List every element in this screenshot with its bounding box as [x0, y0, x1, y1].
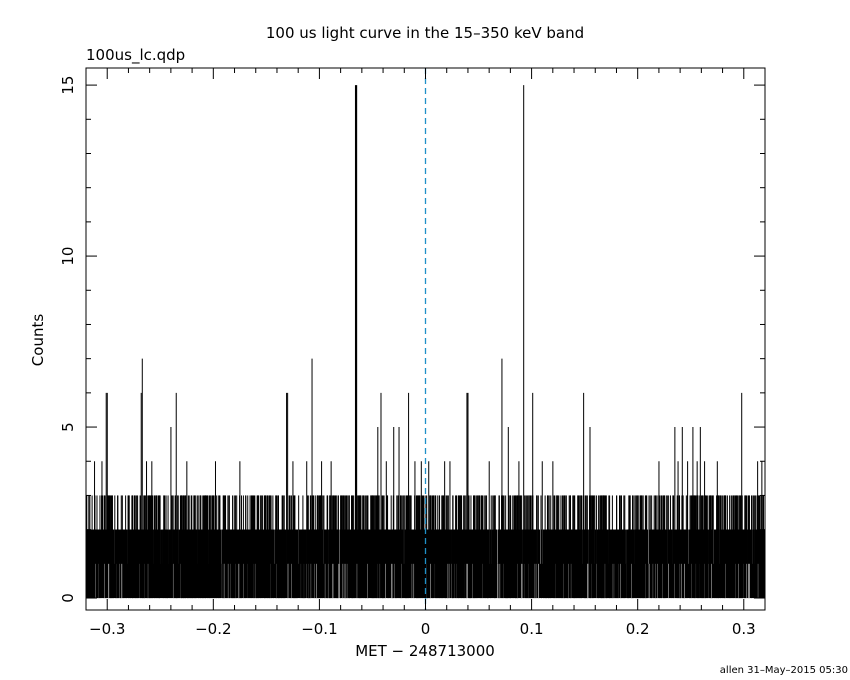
axis-ticks: [85, 68, 766, 610]
x-tick-label: 0.2: [626, 620, 650, 638]
footer-credit: allen 31–May–2015 05:30: [720, 665, 848, 676]
y-tick-labels: 0 5 10 15: [59, 76, 77, 603]
y-tick-label: 5: [59, 422, 77, 432]
x-tick-label: −0.2: [195, 620, 231, 638]
x-tick-label: 0.1: [520, 620, 544, 638]
y-axis-label: Counts: [29, 314, 47, 367]
x-tick-label: −0.3: [89, 620, 125, 638]
x-tick-label: 0: [421, 620, 431, 638]
x-axis-label: MET − 248713000: [355, 642, 495, 660]
chart-subtitle: 100us_lc.qdp: [86, 46, 185, 65]
histogram-bars: [85, 85, 765, 599]
chart-title: 100 us light curve in the 15–350 keV ban…: [266, 24, 584, 42]
x-tick-label: 0.3: [732, 620, 756, 638]
y-tick-label: 0: [59, 593, 77, 603]
x-tick-label: −0.1: [301, 620, 337, 638]
x-tick-labels: −0.3 −0.2 −0.1 0 0.1 0.2 0.3: [89, 620, 756, 638]
y-tick-label: 10: [59, 247, 77, 266]
y-tick-label: 15: [59, 76, 77, 95]
